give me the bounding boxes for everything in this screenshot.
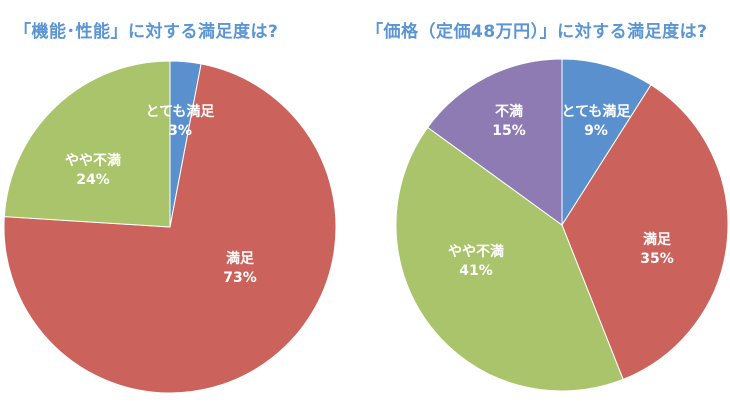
pie-slice [561, 58, 652, 227]
slice-label: 満足 73% [223, 250, 257, 286]
slice-label: やや不満 24% [65, 152, 121, 188]
slice-label-value: 41% [459, 263, 493, 279]
slice-label-name: 満足 [226, 250, 255, 267]
slice-label: 不満 15% [492, 103, 526, 139]
slice-label: 満足 35% [640, 231, 674, 267]
slice-label-value: 15% [492, 123, 526, 139]
slice-label-value: 3% [168, 123, 192, 139]
slice-label-value: 24% [76, 172, 110, 188]
pie-slice [427, 58, 563, 226]
pie-slice [395, 126, 624, 392]
pie-price: とても満足 9% 満足 35% やや不満 41% 不満 15% [395, 58, 729, 392]
pie-slice [561, 84, 729, 380]
slice-label-name: とても満足 [562, 103, 632, 120]
pie-slice [3, 63, 337, 394]
pie-function-performance: とても満足 3% 満足 73% やや不満 24% [3, 60, 337, 394]
slice-label-value: 73% [223, 270, 257, 286]
chart-title-price: 「価格（定価48万円）」に対する満足度は? [366, 22, 708, 42]
slice-label: とても満足 9% [562, 103, 632, 139]
slice-label-name: 満足 [643, 231, 672, 248]
slice-label: とても満足 3% [146, 103, 216, 139]
slice-label-name: やや不満 [65, 152, 121, 169]
slice-label-value: 9% [584, 123, 608, 139]
pie-slice [3, 60, 171, 228]
slice-label-name: やや不満 [448, 243, 504, 260]
slice-label: やや不満 41% [448, 243, 504, 279]
slice-label-name: とても満足 [146, 103, 216, 120]
slice-label-value: 35% [640, 251, 674, 267]
chart-title-function-performance: 「機能･性能」に対する満足度は? [14, 22, 279, 42]
slice-label-name: 不満 [495, 103, 523, 120]
